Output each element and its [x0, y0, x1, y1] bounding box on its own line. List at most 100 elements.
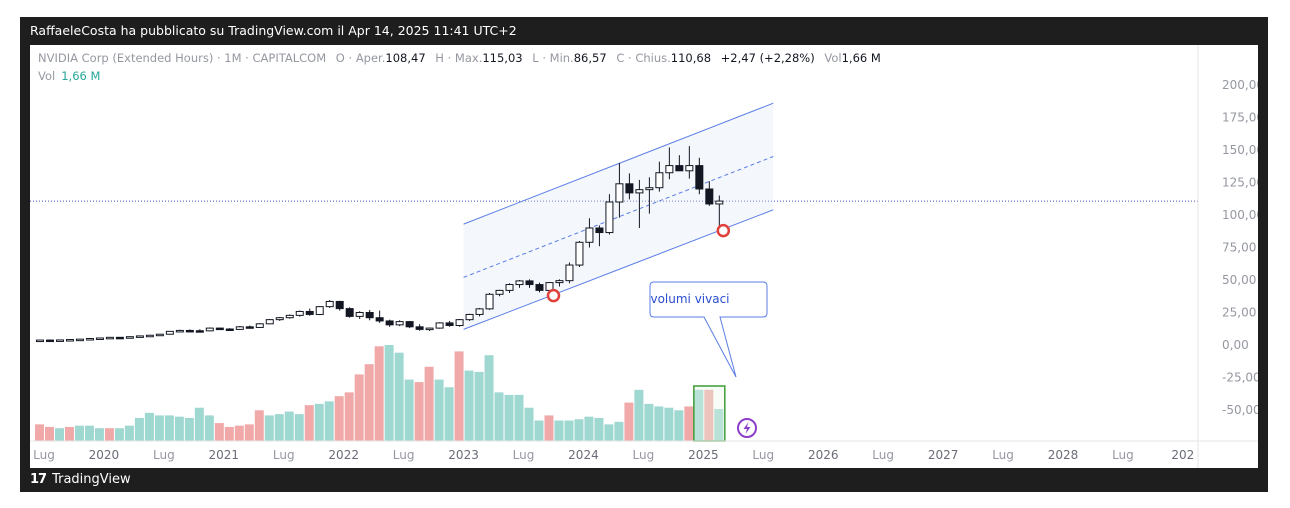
- volume-bar: [454, 351, 464, 441]
- volume-bar: [624, 402, 634, 441]
- y-tick-label: 200,00: [1222, 78, 1258, 92]
- volume-bar: [164, 415, 174, 441]
- candle: [265, 319, 274, 325]
- candle: [155, 333, 164, 337]
- x-tick-label: Lug: [752, 448, 774, 462]
- volume-bar: [424, 366, 434, 441]
- y-tick-label: 125,00: [1222, 176, 1258, 190]
- y-tick-label: -25,00: [1222, 371, 1258, 385]
- volume-bar: [35, 424, 44, 441]
- candle-body: [155, 333, 164, 337]
- candle: [435, 322, 444, 329]
- candle-body: [115, 336, 124, 340]
- chart-area[interactable]: volumi vivaci 200,00 175,00 150,00 125,00 10…: [30, 45, 1258, 468]
- candle: [35, 339, 44, 343]
- candle-body: [495, 289, 504, 295]
- candle-body: [635, 189, 644, 194]
- candle-body: [595, 227, 604, 234]
- low-value: 86,57: [573, 51, 607, 65]
- candle: [625, 173, 634, 200]
- annotations: volumi vivaci: [546, 223, 768, 442]
- candle: [225, 328, 234, 332]
- price-chart[interactable]: volumi vivaci 200,00 175,00 150,00 125,00 10…: [30, 45, 1258, 468]
- x-tick-label: 2021: [209, 448, 240, 462]
- candle-body: [75, 338, 84, 342]
- candle-body: [555, 280, 564, 284]
- volume-bar: [94, 428, 104, 441]
- candle: [495, 289, 504, 297]
- y-tick-label: 150,00: [1222, 143, 1258, 157]
- volume-bar: [594, 417, 604, 441]
- volume-bar: [174, 416, 184, 441]
- candle-body: [645, 187, 654, 191]
- candle-body: [375, 317, 384, 322]
- candle-body: [265, 319, 274, 325]
- symbol-name: NVIDIA Corp (Extended Hours) · 1M · CAPI…: [38, 51, 327, 65]
- candle: [105, 336, 114, 340]
- candle-body: [55, 339, 64, 342]
- volume-bar: [434, 379, 444, 441]
- candle: [585, 218, 594, 248]
- volume-bar: [664, 407, 674, 441]
- x-tick-label: Lug: [33, 448, 55, 462]
- candle-body: [85, 338, 94, 341]
- change-value: +2,47 (+2,28%): [720, 51, 815, 65]
- x-tick-label: 2025: [688, 448, 719, 462]
- candle-body: [195, 330, 204, 333]
- volume-bar: [394, 352, 404, 441]
- candle-body: [385, 320, 394, 326]
- volume-bar: [674, 410, 684, 441]
- candle-body: [245, 326, 254, 329]
- x-tick-label: Lug: [273, 448, 295, 462]
- x-tick-label: Lug: [153, 448, 175, 462]
- volume-bar: [544, 415, 554, 441]
- candle: [175, 329, 184, 333]
- candle-body: [665, 165, 674, 174]
- candle: [145, 334, 154, 338]
- volume-legend-value: 1,66 M: [61, 69, 101, 83]
- candle: [325, 300, 334, 308]
- volume-bar: [224, 426, 234, 441]
- candle-body: [215, 327, 224, 331]
- candle-body: [235, 326, 244, 330]
- candle: [515, 280, 524, 288]
- candle-body: [395, 321, 404, 326]
- candle: [425, 327, 434, 331]
- channel-fill: [463, 103, 774, 330]
- high-value: 115,03: [482, 51, 523, 65]
- volume-bar: [654, 406, 664, 441]
- candle-body: [505, 284, 514, 291]
- candle-body: [565, 264, 574, 282]
- candle: [345, 307, 354, 318]
- candle-body: [365, 312, 374, 319]
- candle: [535, 282, 544, 293]
- candle: [405, 320, 414, 329]
- candle-body: [485, 293, 494, 310]
- candle: [195, 329, 204, 333]
- candle-body: [125, 336, 134, 339]
- close-short-label: C: [616, 51, 625, 65]
- touch-marker: [716, 223, 731, 238]
- candle-body: [475, 308, 484, 315]
- y-tick-label: 75,00: [1222, 241, 1256, 255]
- candle-body: [415, 326, 424, 330]
- y-tick-label: 100,00: [1222, 208, 1258, 222]
- x-tick-label: 2028: [1048, 448, 1079, 462]
- candle: [275, 316, 284, 321]
- candle: [335, 300, 344, 311]
- tradingview-snapshot: RaffaeleCosta ha pubblicato su TradingVi…: [20, 17, 1268, 492]
- volume-legend-label: Vol: [38, 69, 56, 83]
- volume-bar: [374, 346, 384, 441]
- candle-body: [175, 329, 184, 333]
- y-tick-label: 25,00: [1222, 306, 1256, 320]
- candle-body: [335, 300, 344, 310]
- candle: [505, 283, 514, 293]
- volume-bar: [274, 414, 284, 441]
- volume-bar: [64, 426, 74, 441]
- candle: [685, 146, 694, 179]
- x-tick-label: 2024: [568, 448, 599, 462]
- volume-bar: [324, 401, 334, 441]
- volume-bar: [644, 403, 654, 441]
- volume-bar: [234, 425, 244, 441]
- volume-bar: [124, 425, 134, 441]
